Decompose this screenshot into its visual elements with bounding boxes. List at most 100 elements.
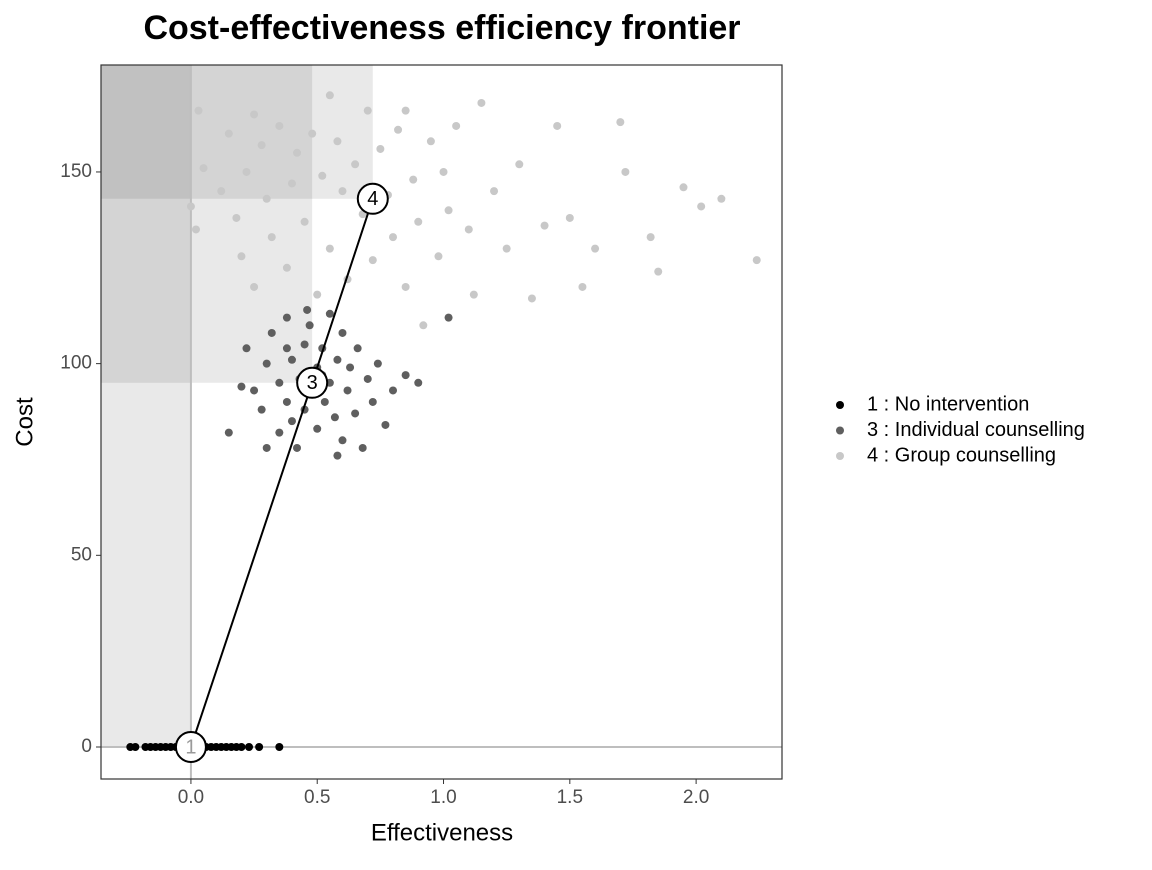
point	[414, 378, 423, 387]
point	[358, 443, 367, 452]
dominated-region	[101, 65, 373, 199]
point	[186, 202, 195, 211]
plot-background	[101, 65, 782, 779]
point	[318, 171, 327, 180]
point	[679, 183, 688, 192]
point	[401, 371, 410, 380]
point	[401, 106, 410, 115]
point	[325, 91, 334, 100]
point	[262, 359, 271, 368]
frontier-label: 3	[307, 372, 318, 394]
point	[376, 144, 385, 153]
point	[419, 321, 428, 330]
point	[305, 321, 314, 330]
point	[621, 167, 630, 176]
point	[250, 282, 259, 291]
legend-marker	[836, 401, 844, 409]
point	[242, 167, 251, 176]
point	[275, 742, 284, 751]
point	[267, 328, 276, 337]
point	[257, 141, 266, 150]
point	[237, 252, 246, 261]
point	[553, 121, 562, 130]
point	[616, 118, 625, 127]
dominated-region	[101, 65, 191, 747]
frontier-node	[174, 730, 207, 763]
point	[287, 417, 296, 426]
point	[414, 217, 423, 226]
point	[313, 424, 322, 433]
point	[490, 187, 499, 196]
point	[255, 742, 264, 751]
y-tick-label: 150	[60, 161, 92, 182]
point	[293, 148, 302, 157]
point	[346, 363, 355, 372]
point	[338, 328, 347, 337]
frontier-label: 1	[185, 736, 196, 758]
point	[300, 217, 309, 226]
point	[469, 290, 478, 299]
point	[199, 164, 208, 173]
point	[368, 256, 377, 265]
point	[250, 386, 259, 395]
axes: 0.0 0.5 1.0 1.5 2.0 0 50 100 150	[60, 161, 709, 808]
point	[262, 194, 271, 203]
point	[275, 378, 284, 387]
legend: 1 : No intervention 3 : Individual counse…	[836, 393, 1085, 466]
point	[389, 233, 398, 242]
point	[540, 221, 549, 230]
point	[351, 409, 360, 418]
legend-marker	[836, 452, 844, 460]
point	[250, 110, 259, 119]
point	[267, 233, 276, 242]
point	[282, 313, 291, 322]
point	[275, 428, 284, 437]
point	[237, 382, 246, 391]
point	[351, 160, 360, 169]
legend-label: 4 : Group counselling	[867, 444, 1056, 466]
point	[353, 344, 362, 353]
point	[381, 420, 390, 429]
point	[325, 309, 334, 318]
x-tick-label: 1.5	[557, 787, 583, 808]
point	[452, 121, 461, 130]
point	[363, 106, 372, 115]
point	[444, 206, 453, 215]
legend-label: 1 : No intervention	[867, 393, 1029, 415]
point	[591, 244, 600, 253]
point	[131, 742, 140, 751]
frontier-node	[296, 366, 329, 399]
point	[194, 106, 203, 115]
dominated-region	[101, 65, 313, 383]
x-tick-label: 0.0	[178, 787, 204, 808]
point	[232, 213, 241, 222]
chart-title: Cost-effectiveness efficiency frontier	[143, 9, 740, 47]
point	[368, 397, 377, 406]
point	[313, 290, 322, 299]
point	[697, 202, 706, 211]
point	[237, 742, 246, 751]
point	[752, 256, 761, 265]
point	[282, 397, 291, 406]
legend-marker	[836, 426, 844, 435]
frontier-node	[356, 182, 389, 215]
y-tick-label: 0	[81, 736, 92, 757]
point	[282, 344, 291, 353]
point	[224, 129, 233, 138]
frontier: 1 3 4	[174, 182, 389, 763]
frontier-label: 4	[367, 188, 378, 210]
point	[287, 179, 296, 188]
point	[477, 98, 486, 107]
point	[293, 443, 302, 452]
point	[300, 340, 309, 349]
dominated-regions	[101, 65, 373, 747]
point	[191, 225, 200, 234]
point	[439, 167, 448, 176]
point	[401, 282, 410, 291]
point	[502, 244, 511, 253]
point	[338, 187, 347, 196]
legend-label: 3 : Individual counselling	[867, 419, 1085, 441]
point	[257, 405, 266, 414]
point	[434, 252, 443, 261]
